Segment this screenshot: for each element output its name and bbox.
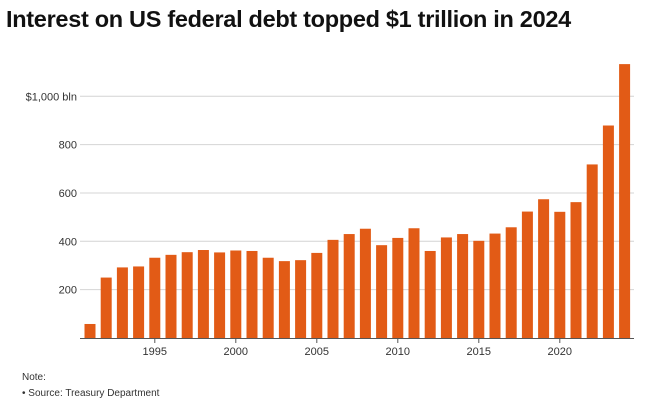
bar-2022	[586, 164, 598, 338]
grid-lines	[80, 95, 634, 291]
x-tick-label: 1995	[143, 346, 167, 358]
bar-2004	[295, 260, 307, 338]
bar-1995	[149, 257, 161, 338]
x-tick-label: 2000	[224, 346, 248, 358]
bar-1997	[181, 252, 193, 338]
bar-2009	[376, 245, 388, 338]
chart-title: Interest on US federal debt topped $1 tr…	[6, 6, 571, 32]
bar-2017	[505, 227, 517, 338]
bar-2019	[538, 199, 550, 338]
bar-2008	[359, 228, 371, 338]
bar-2010	[392, 237, 404, 338]
x-tick-label: 2020	[548, 346, 572, 358]
bar-2002	[262, 257, 274, 338]
bar-1999	[214, 252, 226, 338]
bars	[84, 64, 631, 339]
y-tick-label: 400	[59, 236, 77, 248]
bar-2023	[602, 125, 614, 338]
bar-1994	[133, 266, 145, 338]
y-tick-label: 200	[59, 285, 77, 297]
bar-2016	[489, 233, 501, 338]
x-tick-label: 2015	[467, 346, 491, 358]
bar-2021	[570, 202, 582, 338]
bar-1993	[116, 267, 128, 338]
bar-2011	[408, 228, 420, 338]
bar-2020	[554, 211, 566, 338]
y-tick-label: $1,000 bln	[26, 91, 77, 103]
x-tick-label: 2010	[386, 346, 410, 358]
y-tick-label: 600	[59, 188, 77, 200]
bar-2003	[278, 261, 290, 338]
bar-1992	[100, 277, 112, 338]
bar-2007	[343, 234, 355, 338]
bar-2024	[619, 64, 631, 339]
bar-2015	[473, 240, 485, 338]
y-tick-label: 800	[59, 140, 77, 152]
bar-2000	[230, 250, 242, 338]
source-note: • Source: Treasury Department	[22, 388, 160, 399]
bar-2006	[327, 239, 339, 338]
note-label: Note:	[22, 372, 46, 383]
bar-2014	[457, 234, 469, 338]
bar-2018	[521, 211, 533, 338]
bar-2012	[424, 250, 436, 338]
bar-1998	[197, 250, 209, 338]
bar-2013	[440, 237, 452, 338]
x-tick-label: 2005	[305, 346, 329, 358]
bar-2005	[311, 252, 323, 338]
axes: 200 400 600 800 $1,000 bln 1995 2000 2005 2010 20…	[26, 91, 634, 358]
bar-1991	[84, 323, 96, 338]
bar-1996	[165, 254, 177, 338]
bar-2001	[246, 250, 258, 338]
